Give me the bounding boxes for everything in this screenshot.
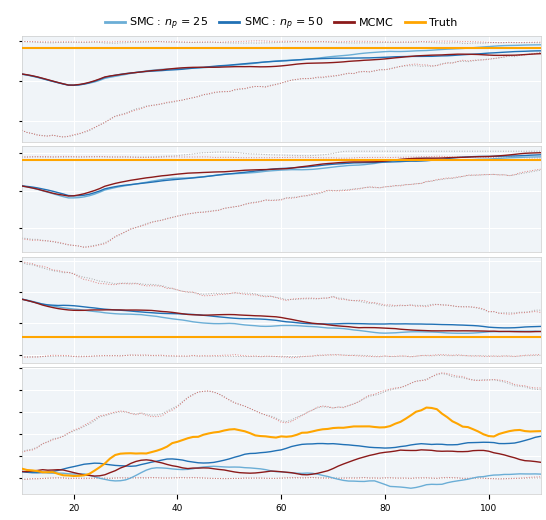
Legend: SMC : $n_p$ = 25, SMC : $n_p$ = 50, MCMC, Truth: SMC : $n_p$ = 25, SMC : $n_p$ = 50, MCMC… (100, 11, 462, 36)
